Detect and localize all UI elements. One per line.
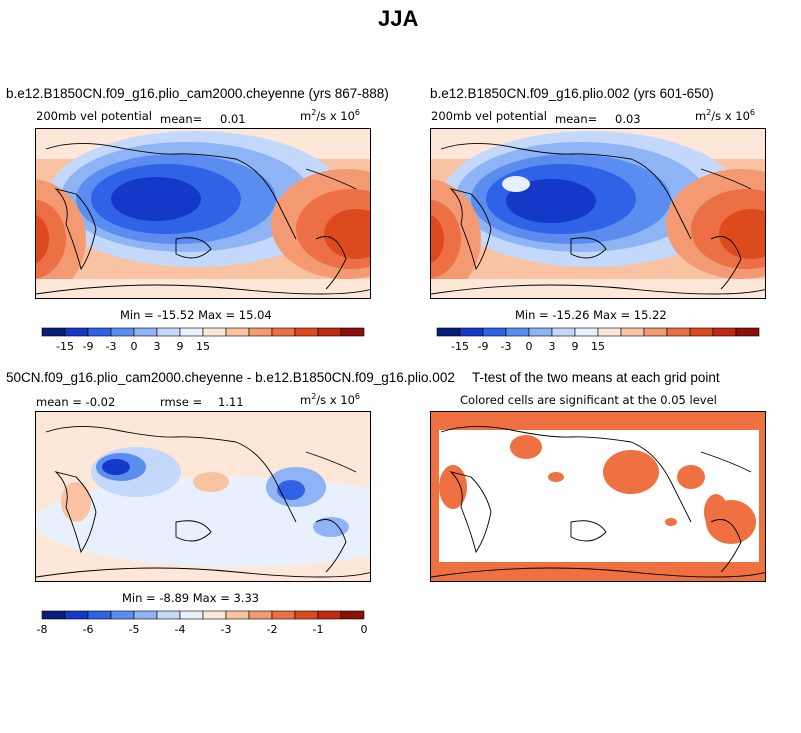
colorbar-box <box>597 327 622 337</box>
colorbar-box <box>87 610 112 620</box>
colorbar-box <box>317 610 342 620</box>
panel3-rmse-value: 1.11 <box>218 395 244 409</box>
panel2-mean-label: mean= <box>555 112 598 126</box>
colorbar-tick-label: -3 <box>106 340 117 353</box>
panel1-mean-value: 0.01 <box>220 112 246 126</box>
colorbar-box <box>271 327 296 337</box>
colorbar-box <box>317 327 342 337</box>
colorbar-tick-label: -9 <box>478 340 489 353</box>
colorbar-tick-label: 3 <box>549 340 556 353</box>
panel1-map-svg <box>36 129 370 298</box>
colorbar-box <box>643 327 668 337</box>
panel1-map <box>35 128 371 299</box>
panel3-map-svg <box>36 412 370 581</box>
panel2-map <box>430 128 766 299</box>
colorbar-tick-label: 15 <box>196 340 210 353</box>
panel3-title: 50CN.f09_g16.plio_cam2000.cheyenne - b.e… <box>6 370 455 385</box>
figure-title: JJA <box>378 6 419 31</box>
colorbar-box <box>459 327 484 337</box>
colorbar-tick-label: -4 <box>175 623 186 636</box>
panel1-colorbar: -15 -9 -3 0 3 9 15 <box>41 327 365 353</box>
colorbar-tick-label: 0 <box>361 623 368 636</box>
colorbar-box <box>202 327 227 337</box>
colorbar-tick-label: -15 <box>56 340 74 353</box>
panel3-map <box>35 411 371 582</box>
colorbar-box <box>271 610 296 620</box>
panel2-map-svg <box>431 129 765 298</box>
colorbar-box <box>133 610 158 620</box>
panel1-title: b.e12.B1850CN.f09_g16.plio_cam2000.cheye… <box>6 86 389 101</box>
panel1-units: m2/s x 106 <box>300 108 361 123</box>
colorbar-box <box>41 610 66 620</box>
panel1-field-label: 200mb vel potential <box>36 109 152 123</box>
colorbar-box <box>712 327 737 337</box>
colorbar-box <box>294 610 319 620</box>
colorbar-tick-label: 0 <box>131 340 138 353</box>
colorbar-box <box>110 327 135 337</box>
panel3-minmax: Min = -8.89 Max = 3.33 <box>122 591 260 605</box>
colorbar-box <box>248 610 273 620</box>
panel2-units: m2/s x 106 <box>695 108 756 123</box>
colorbar-tick-label: -2 <box>267 623 278 636</box>
panel1-minmax: Min = -15.52 Max = 15.04 <box>120 308 272 322</box>
panel3-units: m2/s x 106 <box>300 392 361 407</box>
colorbar-box <box>202 610 227 620</box>
colorbar-box <box>179 610 204 620</box>
colorbar-tick-label: -6 <box>83 623 94 636</box>
colorbar-box <box>340 610 365 620</box>
colorbar-box <box>528 327 553 337</box>
colorbar-box <box>666 327 691 337</box>
significance-cells <box>431 412 765 581</box>
colorbar-tick-label: 9 <box>572 340 579 353</box>
colorbar-box <box>156 327 181 337</box>
colorbar-tick-label: -9 <box>83 340 94 353</box>
colorbar-tick-label: -3 <box>221 623 232 636</box>
colorbar-box <box>225 327 250 337</box>
colorbar-box <box>64 327 89 337</box>
colorbar-tick-label: -15 <box>451 340 469 353</box>
colorbar-tick-label: -8 <box>37 623 48 636</box>
colorbar-box <box>294 327 319 337</box>
colorbar-box <box>64 610 89 620</box>
colorbar-box <box>179 327 204 337</box>
colorbar-box <box>248 327 273 337</box>
colorbar-box <box>620 327 645 337</box>
colorbar-box <box>482 327 507 337</box>
colorbar-box <box>735 327 760 337</box>
colorbar-tick-label: -3 <box>501 340 512 353</box>
colorbar-tick-label: 0 <box>526 340 533 353</box>
colorbar-tick-label: 15 <box>591 340 605 353</box>
panel4-map-svg <box>431 412 765 581</box>
panel2-colorbar: -15 -9 -3 0 3 9 15 <box>436 327 760 353</box>
colorbar-box <box>340 327 365 337</box>
colorbar-box <box>436 327 461 337</box>
colorbar-box <box>87 327 112 337</box>
colorbar-box <box>505 327 530 337</box>
panel2-minmax: Min = -15.26 Max = 15.22 <box>515 308 667 322</box>
colorbar-box <box>689 327 714 337</box>
panel2-field-label: 200mb vel potential <box>431 109 547 123</box>
panel3-mean: mean = -0.02 <box>36 395 116 409</box>
colorbar-tick-label: -1 <box>313 623 324 636</box>
colorbar-box <box>225 610 250 620</box>
colorbar-box <box>156 610 181 620</box>
colorbar-box <box>41 327 66 337</box>
panel2-mean-value: 0.03 <box>615 112 641 126</box>
panel3-colorbar: -8-6-5-4-3-2-101234568 <box>37 610 368 636</box>
panel2-title: b.e12.B1850CN.f09_g16.plio.002 (yrs 601-… <box>430 86 714 101</box>
colorbar-tick-label: 9 <box>177 340 184 353</box>
colorbar-box <box>574 327 599 337</box>
panel4-subtitle: Colored cells are significant at the 0.0… <box>460 393 717 407</box>
colorbar-box <box>133 327 158 337</box>
panel4-map <box>430 411 766 582</box>
colorbar-tick-label: 3 <box>154 340 161 353</box>
panel1-mean-label: mean= <box>160 112 203 126</box>
panel3-rmse-label: rmse = <box>160 395 203 409</box>
colorbar-tick-label: -5 <box>129 623 140 636</box>
colorbar-box <box>110 610 135 620</box>
panel4-title: T-test of the two means at each grid poi… <box>472 370 720 385</box>
colorbar-box <box>551 327 576 337</box>
